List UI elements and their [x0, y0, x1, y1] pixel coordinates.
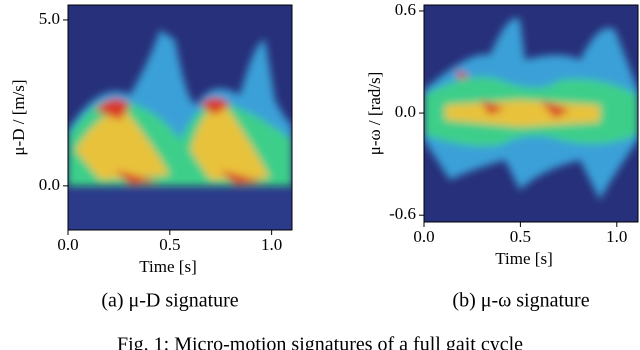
figure-caption: Fig. 1: Micro-motion signatures of a ful…	[117, 334, 523, 350]
subcaption: (a) μ-D signature	[101, 290, 238, 312]
spectrogram-a	[68, 5, 292, 230]
y-tick-label: 5.0	[39, 9, 60, 28]
y-tick-label: -0.6	[389, 204, 416, 223]
y-axis-label: μ-ω / [rad/s]	[365, 72, 384, 156]
x-tick-label: 0.5	[159, 235, 180, 254]
spectrogram-b	[424, 5, 638, 222]
subcaption: (b) μ-ω signature	[452, 290, 589, 312]
y-tick-label: 0.6	[395, 0, 416, 19]
x-tick-label: 1.0	[606, 227, 627, 246]
x-axis-label: Time [s]	[495, 249, 552, 268]
x-tick-label: 0.5	[510, 227, 531, 246]
y-tick-label: 0.0	[395, 102, 416, 121]
plot-frame	[67, 4, 293, 231]
x-axis-label: Time [s]	[139, 257, 196, 276]
x-tick-label: 1.0	[261, 235, 282, 254]
y-tick-label: 0.0	[39, 175, 60, 194]
y-axis-label: μ-D / [m/s]	[9, 79, 28, 155]
x-tick-label: 0.0	[57, 235, 78, 254]
x-tick-label: 0.0	[413, 227, 434, 246]
